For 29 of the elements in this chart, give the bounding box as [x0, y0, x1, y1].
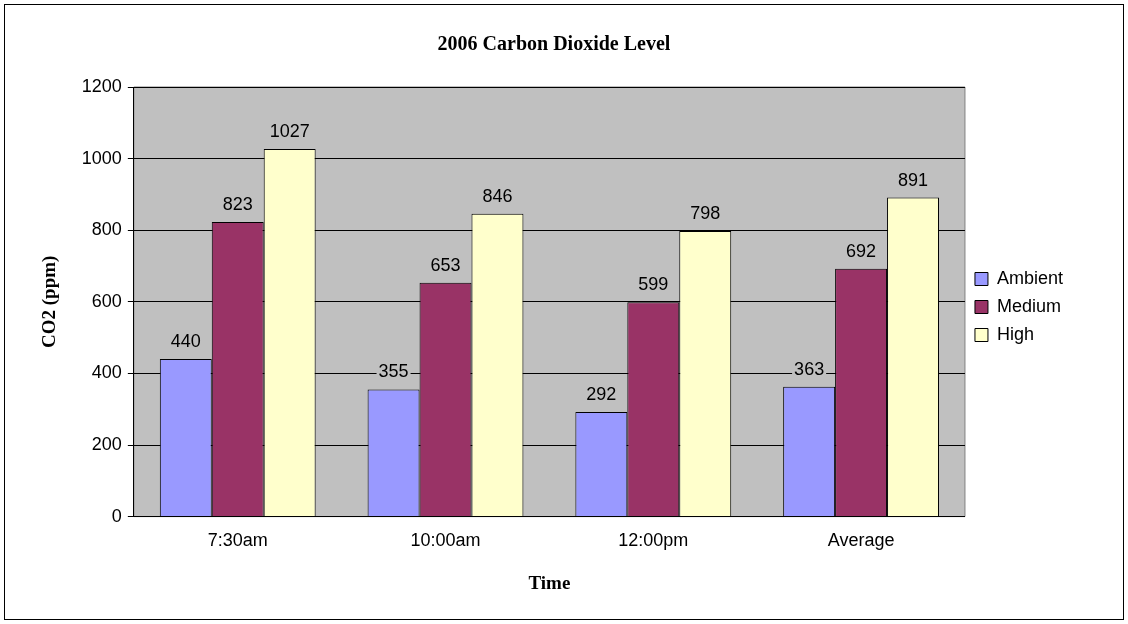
x-tick-label: 10:00am [410, 530, 481, 551]
data-label: 891 [898, 169, 929, 190]
y-tick-label: 0 [111, 505, 122, 526]
x-tick-label: Average [827, 530, 895, 551]
legend-label: Medium [996, 295, 1061, 316]
chart-title: 2006 Carbon Dioxide Level [437, 32, 671, 55]
legend-label: Ambient [996, 267, 1064, 288]
data-label: 355 [378, 361, 409, 382]
y-tick-label: 1000 [81, 147, 122, 168]
data-label: 440 [170, 331, 201, 352]
data-label: 363 [794, 358, 825, 379]
data-label: 292 [586, 384, 617, 405]
x-axis-title: Time [528, 571, 571, 593]
data-label: 653 [430, 254, 461, 275]
y-tick-label: 200 [91, 433, 122, 454]
y-tick-label: 1200 [81, 75, 122, 96]
legend-label: High [996, 323, 1034, 344]
data-label: 846 [482, 185, 513, 206]
y-tick-label: 400 [91, 362, 122, 383]
data-label: 1027 [269, 120, 310, 141]
data-label: 798 [690, 202, 721, 223]
y-tick-label: 600 [91, 290, 122, 311]
data-label: 823 [222, 193, 253, 214]
y-tick-label: 800 [91, 219, 122, 240]
data-label: 599 [638, 274, 669, 295]
x-tick-label: 12:00pm [618, 530, 689, 551]
x-tick-label: 7:30am [207, 530, 268, 551]
y-axis-title: CO2 (ppm) [38, 255, 61, 348]
data-label: 692 [846, 240, 877, 261]
